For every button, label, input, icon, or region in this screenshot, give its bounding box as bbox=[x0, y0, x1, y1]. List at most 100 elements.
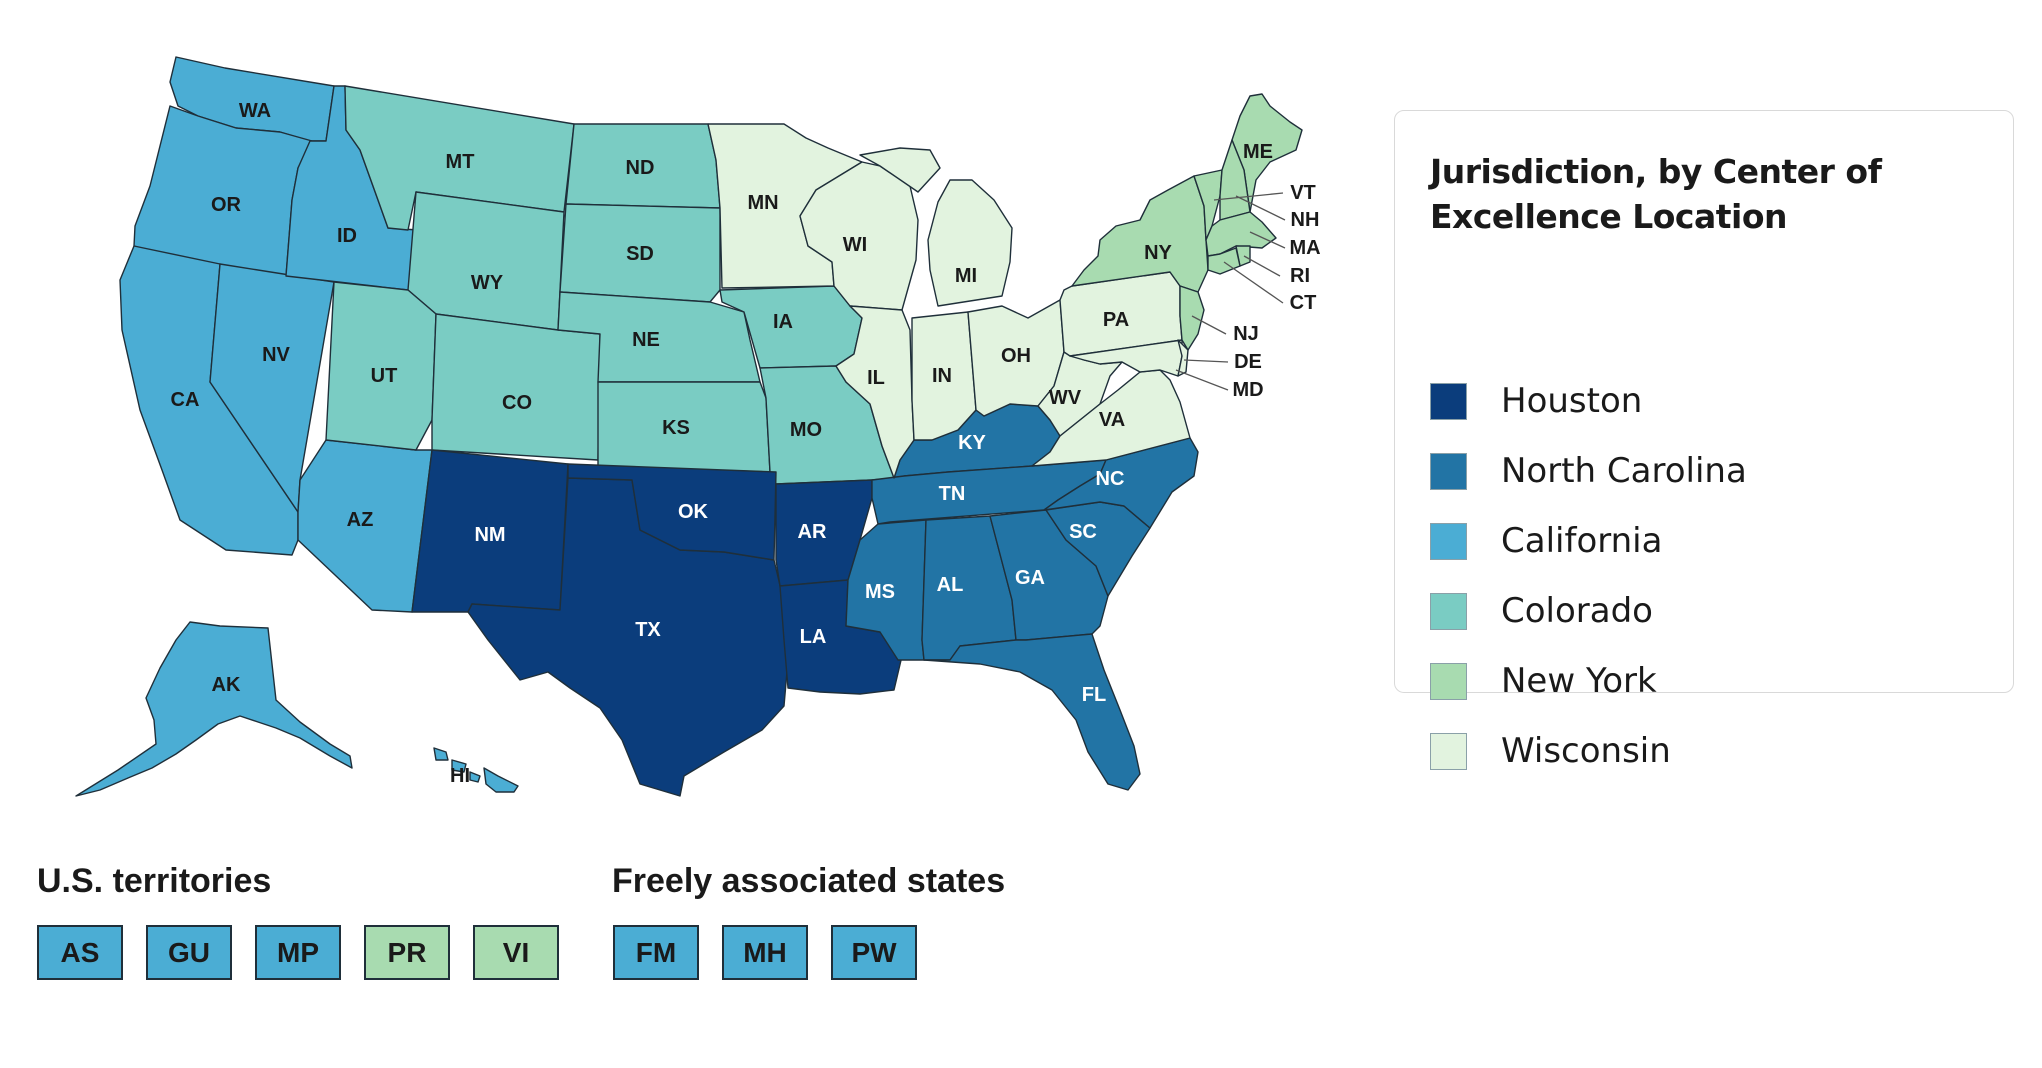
state-label-ny: NY bbox=[1144, 242, 1172, 264]
state-label-ma: MA bbox=[1289, 237, 1320, 259]
territory-mp[interactable]: MP bbox=[255, 925, 341, 980]
freely-associated-fm[interactable]: FM bbox=[613, 925, 699, 980]
leader-line-md bbox=[1175, 369, 1229, 391]
state-label-nc: NC bbox=[1096, 468, 1125, 490]
legend-item-california: California bbox=[1430, 521, 1662, 561]
state-label-ks: KS bbox=[662, 417, 690, 439]
state-label-tx: TX bbox=[635, 619, 661, 641]
state-label-wv: WV bbox=[1049, 387, 1082, 409]
state-label-wy: WY bbox=[471, 272, 504, 294]
state-label-ak: AK bbox=[212, 674, 241, 696]
legend-item-colorado: Colorado bbox=[1430, 591, 1653, 631]
legend-label-colorado: Colorado bbox=[1501, 591, 1653, 631]
state-mi[interactable] bbox=[859, 147, 1013, 307]
state-label-va: VA bbox=[1099, 409, 1125, 431]
territory-vi[interactable]: VI bbox=[473, 925, 559, 980]
legend-label-north-carolina: North Carolina bbox=[1501, 451, 1747, 491]
state-label-ar: AR bbox=[798, 521, 827, 543]
state-hi[interactable] bbox=[483, 767, 519, 793]
leader-line-ma bbox=[1249, 231, 1286, 249]
state-label-ia: IA bbox=[773, 311, 793, 333]
legend-label-new-york: New York bbox=[1501, 661, 1657, 701]
legend-swatch-houston bbox=[1430, 382, 1467, 420]
state-fl[interactable] bbox=[923, 633, 1141, 791]
leader-line-vt bbox=[1213, 192, 1284, 201]
state-label-fl: FL bbox=[1082, 684, 1106, 706]
state-nj[interactable] bbox=[1179, 285, 1205, 351]
freely-associated-title: Freely associated states bbox=[612, 862, 1006, 900]
state-label-in: IN bbox=[932, 365, 952, 387]
legend-label-houston: Houston bbox=[1501, 381, 1643, 421]
state-label-or: OR bbox=[211, 194, 242, 216]
state-label-la: LA bbox=[800, 626, 827, 648]
state-label-md: MD bbox=[1232, 379, 1263, 401]
state-label-sd: SD bbox=[626, 243, 654, 265]
state-az[interactable] bbox=[297, 439, 433, 613]
state-label-wi: WI bbox=[843, 234, 867, 256]
state-label-me: ME bbox=[1243, 141, 1273, 163]
legend-swatch-north-carolina bbox=[1430, 452, 1467, 490]
leader-line-ct bbox=[1223, 261, 1284, 304]
hawaii-island-shape bbox=[469, 771, 481, 783]
legend-item-north-carolina: North Carolina bbox=[1430, 451, 1747, 491]
state-label-nh: NH bbox=[1291, 209, 1320, 231]
state-label-mn: MN bbox=[747, 192, 778, 214]
state-label-ct: CT bbox=[1290, 292, 1317, 314]
state-label-mt: MT bbox=[446, 151, 475, 173]
state-label-mo: MO bbox=[790, 419, 822, 441]
legend-swatch-california bbox=[1430, 522, 1467, 560]
hawaii-island-shape bbox=[433, 747, 449, 761]
leader-line-nh bbox=[1235, 195, 1286, 221]
state-label-ms: MS bbox=[865, 581, 895, 603]
territory-as[interactable]: AS bbox=[37, 925, 123, 980]
territory-gu[interactable]: GU bbox=[146, 925, 232, 980]
state-ny[interactable] bbox=[1071, 175, 1209, 293]
leader-line-nj bbox=[1191, 315, 1227, 335]
state-nc[interactable] bbox=[1043, 437, 1199, 529]
state-label-pa: PA bbox=[1103, 309, 1129, 331]
legend-title: Jurisdiction, by Center of Excellence Lo… bbox=[1430, 152, 1882, 236]
state-label-nj: NJ bbox=[1233, 323, 1259, 345]
state-label-il: IL bbox=[867, 367, 885, 389]
state-label-ok: OK bbox=[678, 501, 709, 523]
state-label-nd: ND bbox=[626, 157, 655, 179]
state-il[interactable] bbox=[835, 305, 915, 479]
freely-associated-pw[interactable]: PW bbox=[831, 925, 917, 980]
state-ak[interactable] bbox=[75, 621, 353, 797]
state-label-oh: OH bbox=[1001, 345, 1031, 367]
state-label-ut: UT bbox=[371, 365, 398, 387]
state-label-mi: MI bbox=[955, 265, 977, 287]
leader-line-de bbox=[1183, 359, 1229, 363]
state-label-ri: RI bbox=[1290, 265, 1310, 287]
legend-item-houston: Houston bbox=[1430, 381, 1642, 421]
state-co[interactable] bbox=[431, 313, 601, 461]
state-label-nv: NV bbox=[262, 344, 290, 366]
legend-label-california: California bbox=[1501, 521, 1663, 561]
state-sd[interactable] bbox=[559, 203, 721, 303]
legend-swatch-colorado bbox=[1430, 592, 1467, 630]
freely-associated-mh[interactable]: MH bbox=[722, 925, 808, 980]
state-label-hi: HI bbox=[450, 765, 470, 787]
legend-swatch-wisconsin bbox=[1430, 732, 1467, 770]
state-label-ca: CA bbox=[171, 389, 200, 411]
hawaii-island-shape bbox=[451, 759, 467, 773]
legend-swatch-new-york bbox=[1430, 662, 1467, 700]
legend-item-wisconsin: Wisconsin bbox=[1430, 731, 1671, 771]
state-label-tn: TN bbox=[939, 483, 966, 505]
state-label-az: AZ bbox=[347, 509, 374, 531]
legend-item-new-york: New York bbox=[1430, 661, 1657, 701]
territory-pr[interactable]: PR bbox=[364, 925, 450, 980]
state-label-ne: NE bbox=[632, 329, 660, 351]
territories-title: U.S. territories bbox=[37, 862, 272, 900]
legend-label-wisconsin: Wisconsin bbox=[1501, 731, 1671, 771]
state-wv[interactable] bbox=[1037, 351, 1123, 437]
state-label-vt: VT bbox=[1290, 182, 1316, 204]
state-label-id: ID bbox=[337, 225, 357, 247]
legend-panel: Jurisdiction, by Center of Excellence Lo… bbox=[1394, 110, 2014, 771]
state-label-wa: WA bbox=[239, 100, 271, 122]
state-label-de: DE bbox=[1234, 351, 1262, 373]
state-label-nm: NM bbox=[474, 524, 505, 546]
state-label-co: CO bbox=[502, 392, 532, 414]
state-label-ga: GA bbox=[1015, 567, 1045, 589]
